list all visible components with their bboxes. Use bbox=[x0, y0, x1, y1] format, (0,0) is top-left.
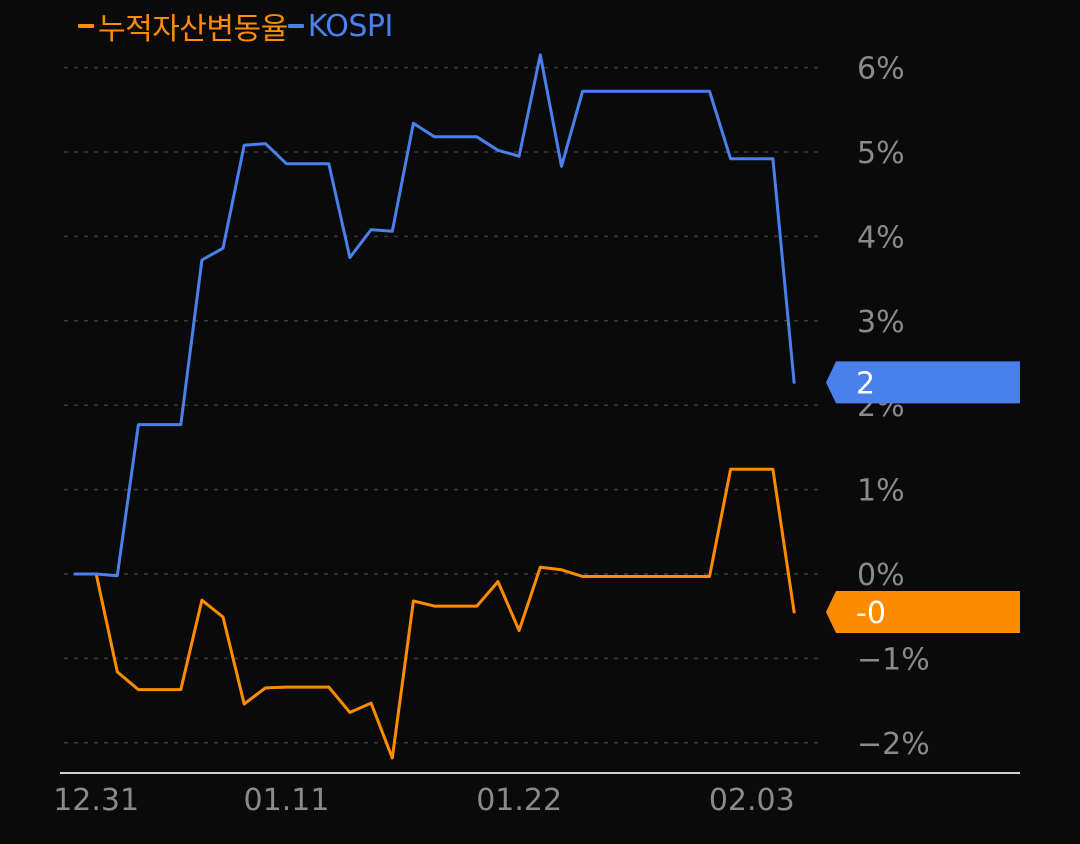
y-tick-label: −1% bbox=[857, 642, 930, 677]
y-tick-label: −2% bbox=[857, 727, 930, 762]
legend-swatch-kospi bbox=[287, 24, 304, 28]
legend-label-asset: 누적자산변동율 bbox=[98, 12, 288, 47]
x-tick-label: 01.22 bbox=[476, 783, 562, 818]
chart-legend: 누적자산변동율 KOSPI bbox=[78, 4, 394, 48]
y-tick-label: 3% bbox=[857, 305, 905, 340]
kospi-last-value-label: 2 bbox=[856, 366, 875, 401]
y-tick-label: 1% bbox=[857, 474, 905, 509]
y-tick-label: 6% bbox=[857, 52, 905, 87]
y-tick-label: 0% bbox=[857, 558, 905, 593]
asset-last-value-marker bbox=[826, 590, 1020, 633]
legend-swatch-asset bbox=[78, 24, 94, 28]
y-tick-label: 5% bbox=[857, 136, 905, 171]
asset-last-value-label: -0 bbox=[856, 596, 886, 631]
kospi-last-value-marker bbox=[826, 361, 1020, 404]
x-tick-label: 12.31 bbox=[53, 783, 139, 818]
legend-item-kospi: KOSPI bbox=[287, 8, 394, 44]
legend-label-kospi: KOSPI bbox=[307, 8, 394, 44]
x-tick-label: 01.11 bbox=[244, 783, 330, 818]
legend-item-asset: 누적자산변동율 bbox=[78, 4, 288, 48]
asset-series-line bbox=[73, 467, 796, 760]
kospi-series-line bbox=[73, 53, 796, 578]
y-tick-label: 4% bbox=[857, 220, 905, 255]
x-tick-label: 02.03 bbox=[709, 783, 795, 818]
